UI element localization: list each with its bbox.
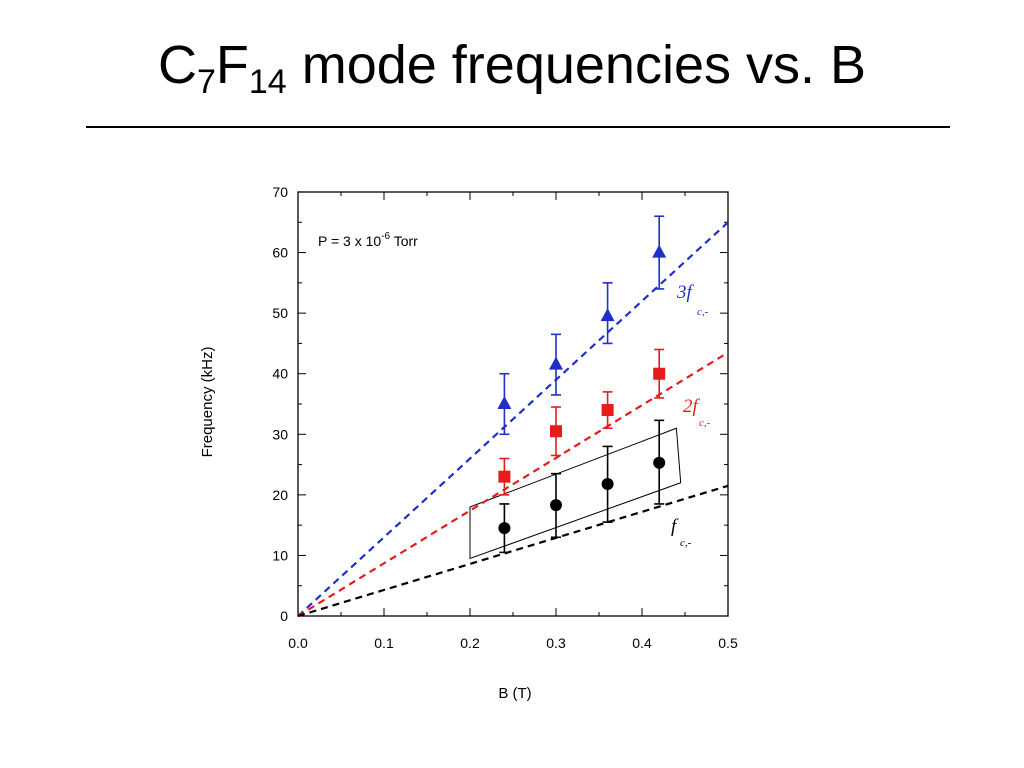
pressure-annotation-base: P = 3 x 10 bbox=[318, 233, 381, 249]
triangle-marker bbox=[549, 356, 563, 370]
title-rule bbox=[86, 126, 950, 128]
fit-line-label: 3f bbox=[676, 282, 695, 303]
x-axis-title: B (T) bbox=[498, 685, 531, 702]
title-subscript: 14 bbox=[248, 63, 287, 101]
title-part: mode frequencies vs. B bbox=[286, 35, 867, 95]
circle-marker bbox=[550, 499, 562, 512]
fit-line-label-subscript: c,- bbox=[699, 417, 711, 429]
square-marker bbox=[498, 470, 511, 483]
fit-line-label-subscript: c,- bbox=[697, 306, 709, 318]
series-group: 3fc,- bbox=[297, 215, 729, 617]
y-tick-label: 60 bbox=[272, 245, 288, 261]
fit-line-label-subscript: c,- bbox=[680, 537, 692, 549]
square-marker bbox=[550, 425, 562, 438]
fit-line bbox=[297, 351, 729, 617]
fit-line-label: 2f bbox=[683, 396, 701, 417]
y-tick-label: 20 bbox=[272, 487, 288, 503]
x-tick-label: 0.0 bbox=[288, 635, 308, 651]
x-tick-label: 0.3 bbox=[546, 635, 566, 651]
square-marker bbox=[601, 404, 614, 417]
y-axis-title: Frequency (kHz) bbox=[199, 347, 216, 458]
circle-marker bbox=[498, 522, 511, 535]
y-tick-label: 40 bbox=[272, 366, 288, 382]
pressure-annotation-exponent: -6 bbox=[381, 231, 390, 242]
circle-marker bbox=[601, 477, 614, 490]
y-tick-label: 10 bbox=[272, 547, 288, 563]
fit-line bbox=[297, 221, 729, 617]
highlight-box bbox=[469, 427, 682, 560]
pressure-annotation-unit: Torr bbox=[390, 233, 418, 249]
x-tick-label: 0.5 bbox=[718, 635, 738, 651]
circle-marker bbox=[653, 456, 666, 469]
slide-title: C7F14 mode frequencies vs. B bbox=[0, 35, 1024, 99]
series-group: fc,- bbox=[297, 419, 729, 618]
triangle-marker bbox=[600, 308, 615, 322]
y-tick-label: 50 bbox=[272, 305, 288, 321]
pressure-annotation: P = 3 x 10-6 Torr bbox=[318, 231, 418, 249]
triangle-marker bbox=[652, 244, 667, 258]
title-subscript: 7 bbox=[196, 63, 216, 101]
square-marker bbox=[653, 367, 666, 380]
series-group: 2fc,- bbox=[297, 348, 729, 617]
y-tick-label: 0 bbox=[280, 608, 288, 624]
fit-line-label: f bbox=[671, 516, 679, 537]
y-tick-label: 30 bbox=[272, 426, 288, 442]
title-part: C bbox=[157, 35, 197, 95]
x-tick-label: 0.2 bbox=[460, 635, 480, 651]
y-tick-label: 70 bbox=[272, 184, 288, 200]
fit-line bbox=[297, 484, 729, 618]
triangle-marker bbox=[497, 396, 512, 409]
x-tick-label: 0.1 bbox=[374, 635, 394, 651]
title-part: F bbox=[215, 35, 249, 95]
x-tick-label: 0.4 bbox=[632, 635, 652, 651]
